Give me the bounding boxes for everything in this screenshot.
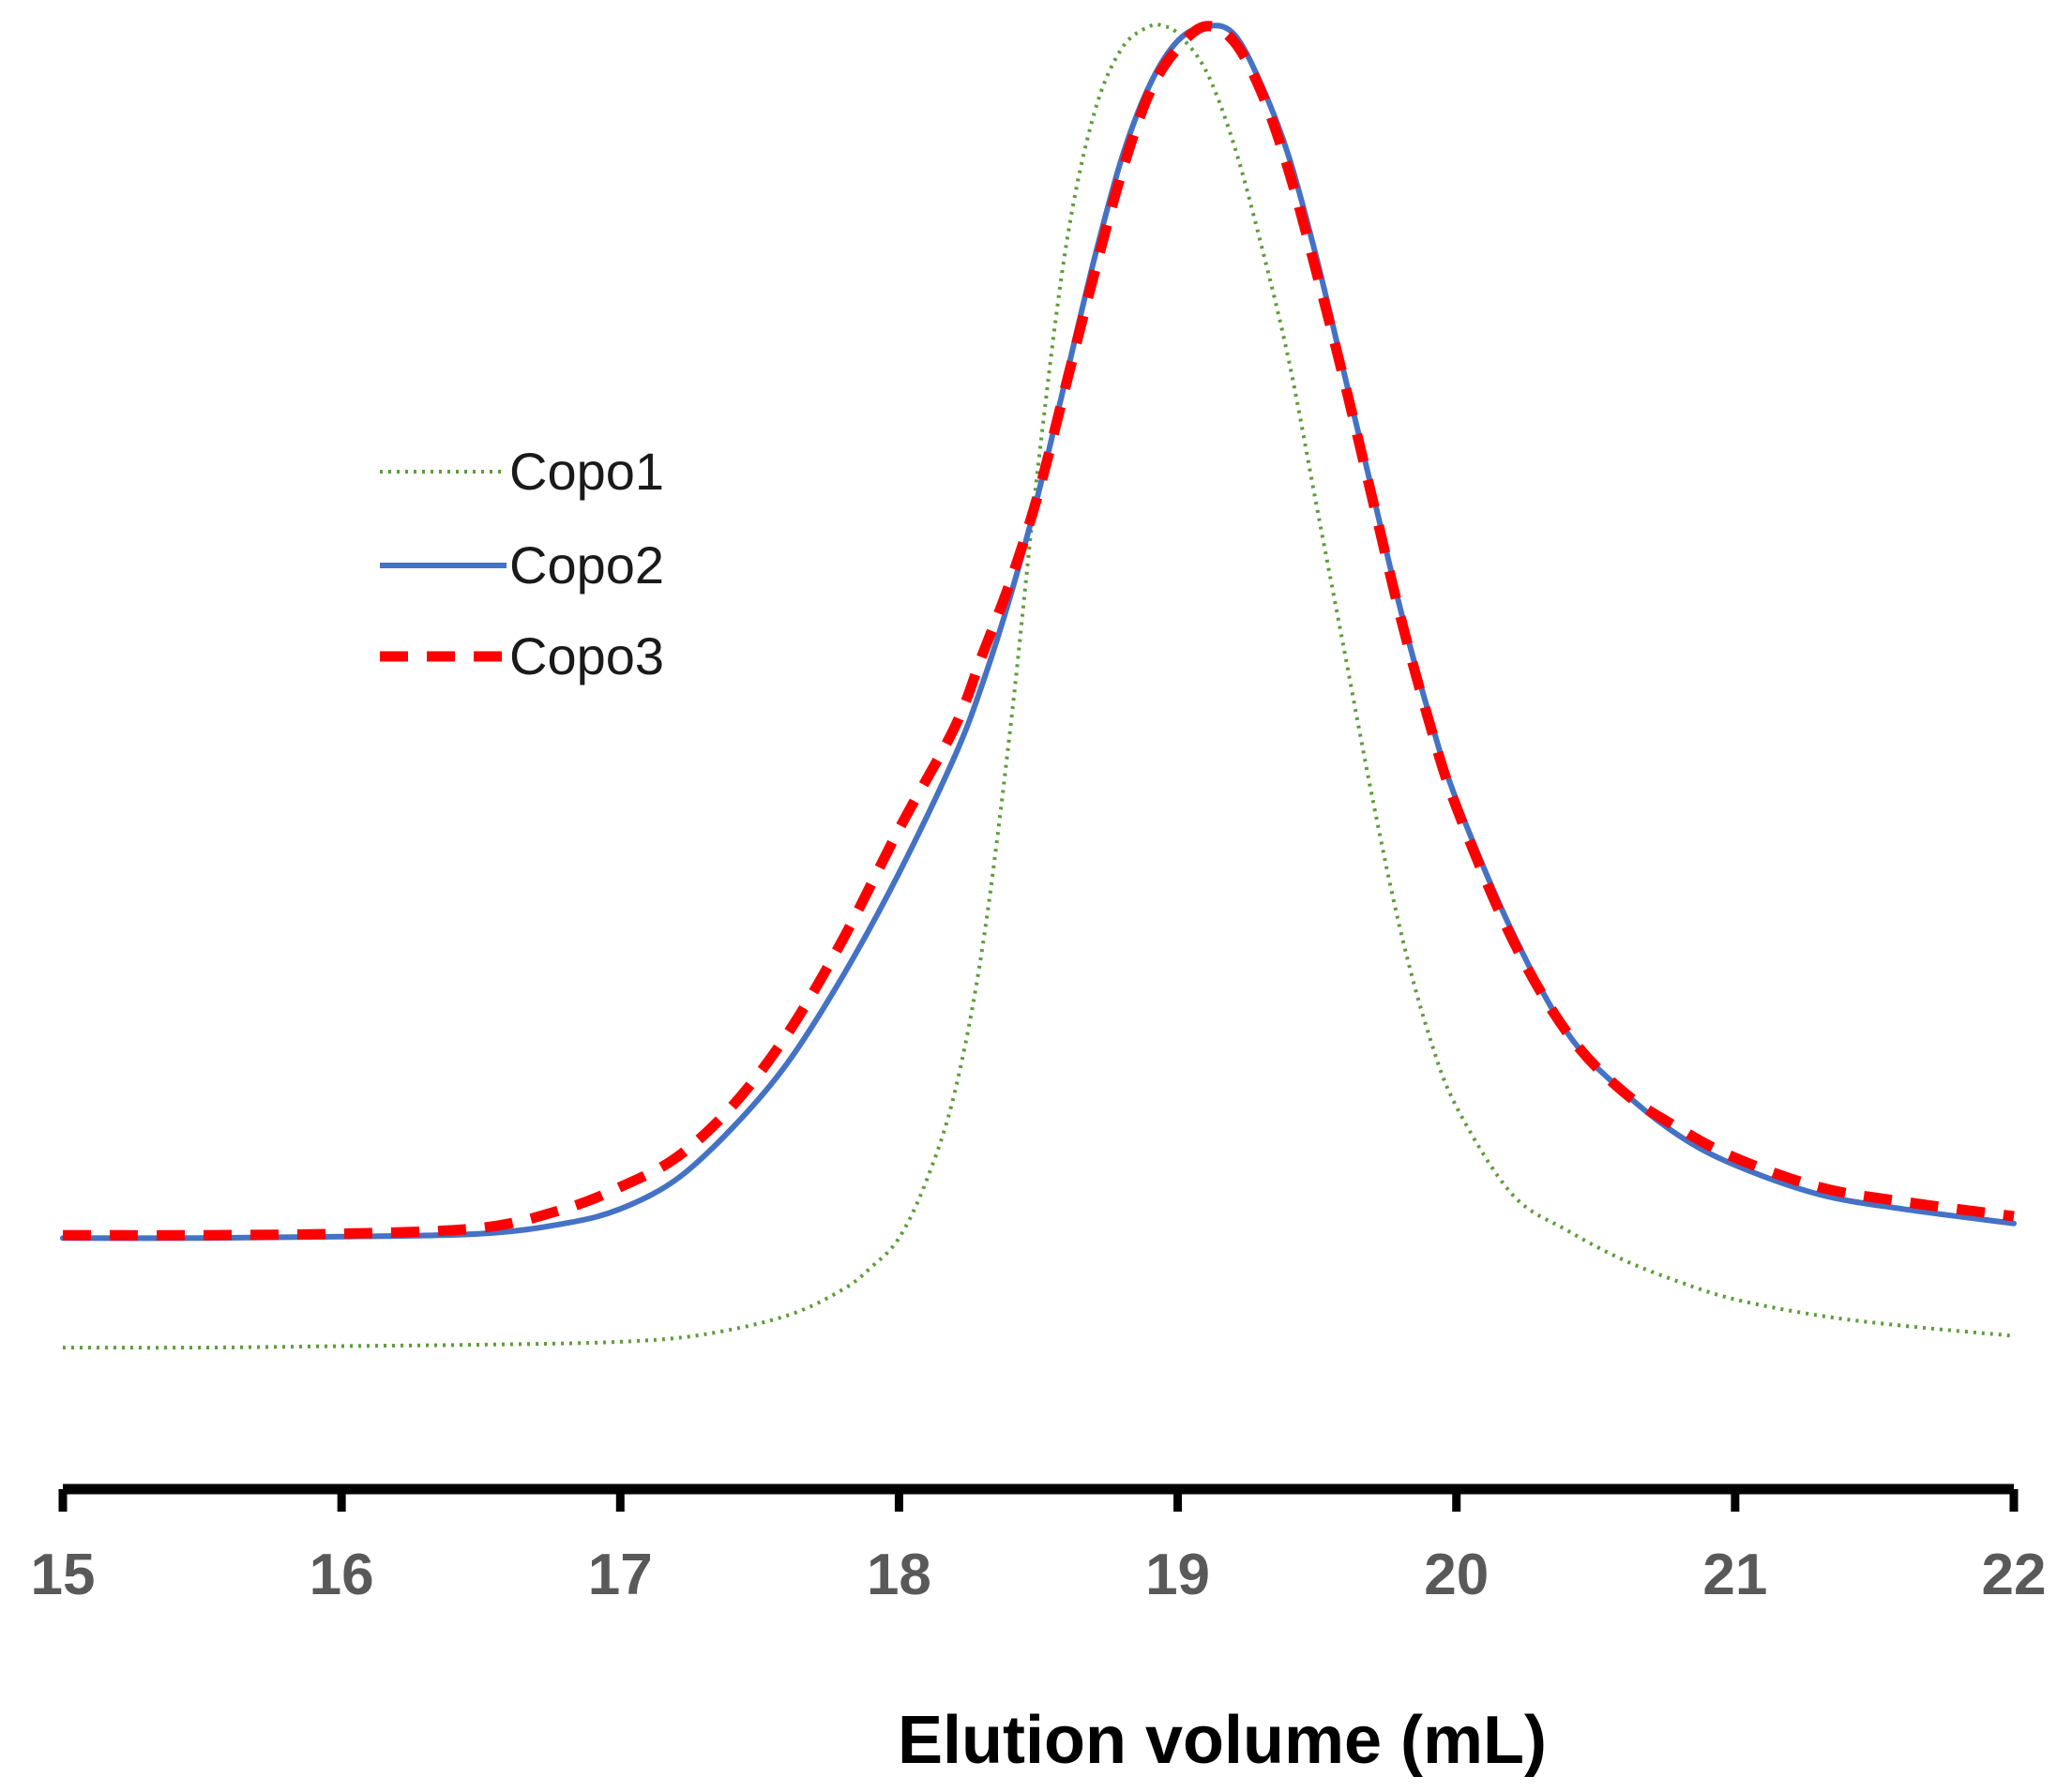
x-tick-label: 18 xyxy=(867,1543,931,1607)
x-tick-label: 19 xyxy=(1145,1543,1210,1607)
x-tick-label: 21 xyxy=(1702,1543,1767,1607)
x-tick-label: 17 xyxy=(588,1543,653,1607)
series-line-copo3 xyxy=(62,21,2015,1241)
x-tick-label: 22 xyxy=(1982,1543,2047,1607)
x-axis: 15 16 17 18 19 20 21 22 xyxy=(31,1483,2047,1607)
legend-label-copo2: Copo2 xyxy=(509,535,664,595)
x-tick-label: 16 xyxy=(310,1543,374,1607)
x-tick-label: 15 xyxy=(31,1543,96,1607)
series-line-copo2 xyxy=(60,23,2017,1242)
series-line-copo1 xyxy=(62,22,2015,1350)
x-tick-label: 20 xyxy=(1424,1543,1489,1607)
legend-label-copo3: Copo3 xyxy=(509,626,664,685)
legend: Copo1 Copo2 Copo3 xyxy=(380,442,664,685)
legend-label-copo1: Copo1 xyxy=(509,442,664,501)
series-lines xyxy=(60,21,2017,1350)
x-axis-title: Elution volume (mL) xyxy=(898,1703,1547,1778)
